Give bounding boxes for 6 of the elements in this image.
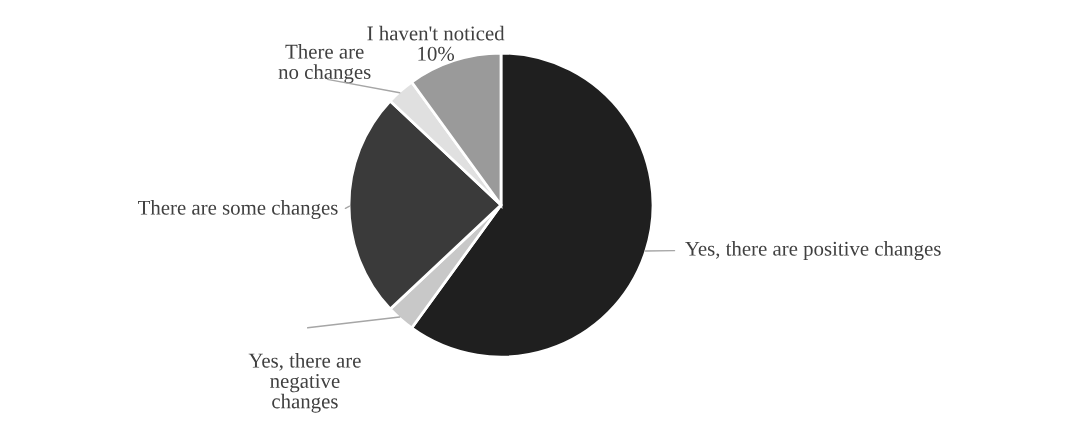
data-label: 10% <box>418 46 455 61</box>
slice-label: There are some changes <box>138 200 338 220</box>
slice-label: There are no changes <box>278 43 371 84</box>
slice-label: Yes, there are negative changes <box>248 353 361 413</box>
slice-label: I haven't noticed <box>367 25 505 41</box>
slice-label: Yes, there are positive changes <box>685 241 941 261</box>
